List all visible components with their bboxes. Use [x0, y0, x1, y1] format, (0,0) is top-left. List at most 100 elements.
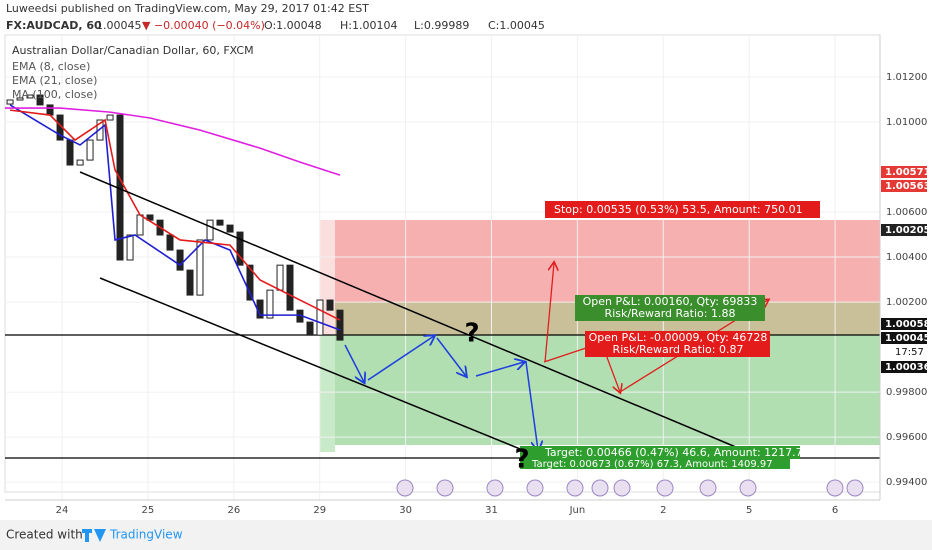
x-tick-label: 5 — [746, 505, 752, 516]
candle — [16, 97, 24, 101]
x-tick-label: 24 — [56, 505, 69, 516]
stop-box — [545, 201, 820, 218]
chart-title: Australian Dollar/Canadian Dollar, 60, F… — [12, 44, 254, 57]
candle — [146, 214, 154, 221]
candle — [276, 264, 284, 291]
close: C:1.00045 — [488, 19, 545, 32]
candle — [286, 264, 294, 311]
symbol: FX:AUDCAD, 60 — [6, 19, 102, 32]
price-tag-label: 1.00563 — [885, 181, 931, 192]
candle — [166, 234, 174, 251]
x-tick-label: 25 — [142, 505, 155, 516]
stop-label: Stop: 0.00535 (0.53%) 53.5, Amount: 750.… — [554, 203, 803, 216]
indicator-line — [9, 109, 341, 321]
y-tick-label: 1.01200 — [886, 72, 927, 83]
candle — [236, 231, 244, 266]
question-mark: ? — [514, 445, 529, 475]
candle — [106, 114, 114, 121]
y-tick-label: 0.99600 — [886, 432, 927, 443]
legend-entry: MA (100, close) — [12, 88, 97, 101]
pnl-box — [585, 331, 770, 357]
target-box — [520, 457, 790, 469]
indicator-line — [9, 104, 341, 331]
candle — [26, 94, 34, 99]
symbol-line: FX:AUDCAD, 60 1.00045 ▼ −0.00040 (−0.04%… — [6, 19, 545, 32]
candle — [206, 219, 214, 241]
price-tag — [881, 318, 927, 330]
price-tag-label: 1.00058 — [885, 319, 931, 330]
price-tag — [881, 332, 927, 344]
candle — [136, 214, 144, 236]
price-tag-label: 1.00571 — [885, 167, 931, 178]
pnl-label: Open P&L: 0.00160, Qty: 69833 — [583, 295, 758, 308]
y-tick-label: 1.00200 — [886, 297, 927, 308]
footer-brand: TradingView — [109, 528, 183, 542]
x-tick-label: 6 — [832, 505, 838, 516]
legend-entry: EMA (21, close) — [12, 74, 97, 87]
x-tick-label: 26 — [227, 505, 240, 516]
candle — [326, 299, 334, 311]
y-tick-label: 0.99400 — [886, 477, 927, 488]
event-icons — [396, 479, 864, 497]
target-label: Target: 0.00673 (0.67%) 67.3, Amount: 14… — [531, 459, 773, 470]
price-tag-label: 1.00045 — [885, 333, 931, 344]
rr-label: Risk/Reward Ratio: 1.88 — [605, 307, 736, 320]
change: ▼ −0.00040 (−0.04%) — [142, 19, 265, 32]
logo — [82, 529, 106, 542]
price-tag-label: 1.00205 — [885, 225, 931, 236]
candle — [306, 321, 314, 336]
candle — [176, 249, 184, 271]
marks — [5, 94, 344, 341]
countdown-box — [881, 346, 927, 358]
y-tick-label: 0.99800 — [886, 387, 927, 398]
x-tick-label: 29 — [313, 505, 326, 516]
candle — [266, 289, 274, 319]
blue-arrows — [344, 336, 538, 450]
price-tag — [881, 180, 927, 192]
legend-entry: EMA (8, close) — [12, 60, 90, 73]
target-label: Target: 0.00466 (0.47%) 46.6, Amount: 12… — [544, 446, 810, 459]
x-tick-label: 30 — [399, 505, 412, 516]
candle — [196, 239, 204, 296]
candle — [86, 139, 94, 161]
target-box — [520, 446, 800, 459]
candle — [246, 264, 254, 301]
candle — [336, 309, 344, 341]
price-tag — [881, 166, 927, 178]
trend-line — [79, 171, 763, 459]
x-tick-label: Jun — [569, 505, 586, 516]
rr-label: Risk/Reward Ratio: 0.87 — [613, 343, 744, 356]
candle — [66, 139, 74, 166]
trend-line — [99, 277, 536, 456]
x-tick-label: 31 — [485, 505, 498, 516]
last: 1.00045 — [96, 19, 142, 32]
candle — [226, 224, 234, 233]
x-tick-label: 2 — [660, 505, 666, 516]
price-tag-label: 1.00036 — [885, 362, 931, 373]
candle — [46, 104, 54, 116]
grid — [5, 35, 880, 500]
candle — [186, 269, 194, 296]
pnl-box — [575, 295, 765, 321]
indicator-line — [5, 107, 341, 176]
open: O:1.00048 — [264, 19, 322, 32]
pnl-label: Open P&L: -0.00009, Qty: 46728 — [589, 331, 768, 344]
low: L:0.99989 — [414, 19, 469, 32]
y-tick-label: 1.00400 — [886, 252, 927, 263]
target-strip — [320, 335, 335, 452]
question-mark: ? — [464, 319, 479, 349]
candle — [76, 159, 84, 166]
high: H:1.00104 — [340, 19, 397, 32]
footer-bar — [0, 520, 932, 550]
candle — [36, 94, 44, 106]
countdown: 17:57 — [895, 347, 924, 358]
y-tick-label: 1.01000 — [886, 117, 927, 128]
header: Luweedsi published on TradingView.com, M… — [6, 2, 369, 15]
price-tag — [881, 361, 927, 373]
legend: EMA (8, close)EMA (21, close)MA (100, cl… — [12, 60, 97, 101]
price-tags: 1.00571 1.00563 1.00205 1.00058 1.00045 1.000… — [881, 166, 931, 373]
candle — [216, 219, 224, 226]
stop-zone — [335, 220, 880, 302]
